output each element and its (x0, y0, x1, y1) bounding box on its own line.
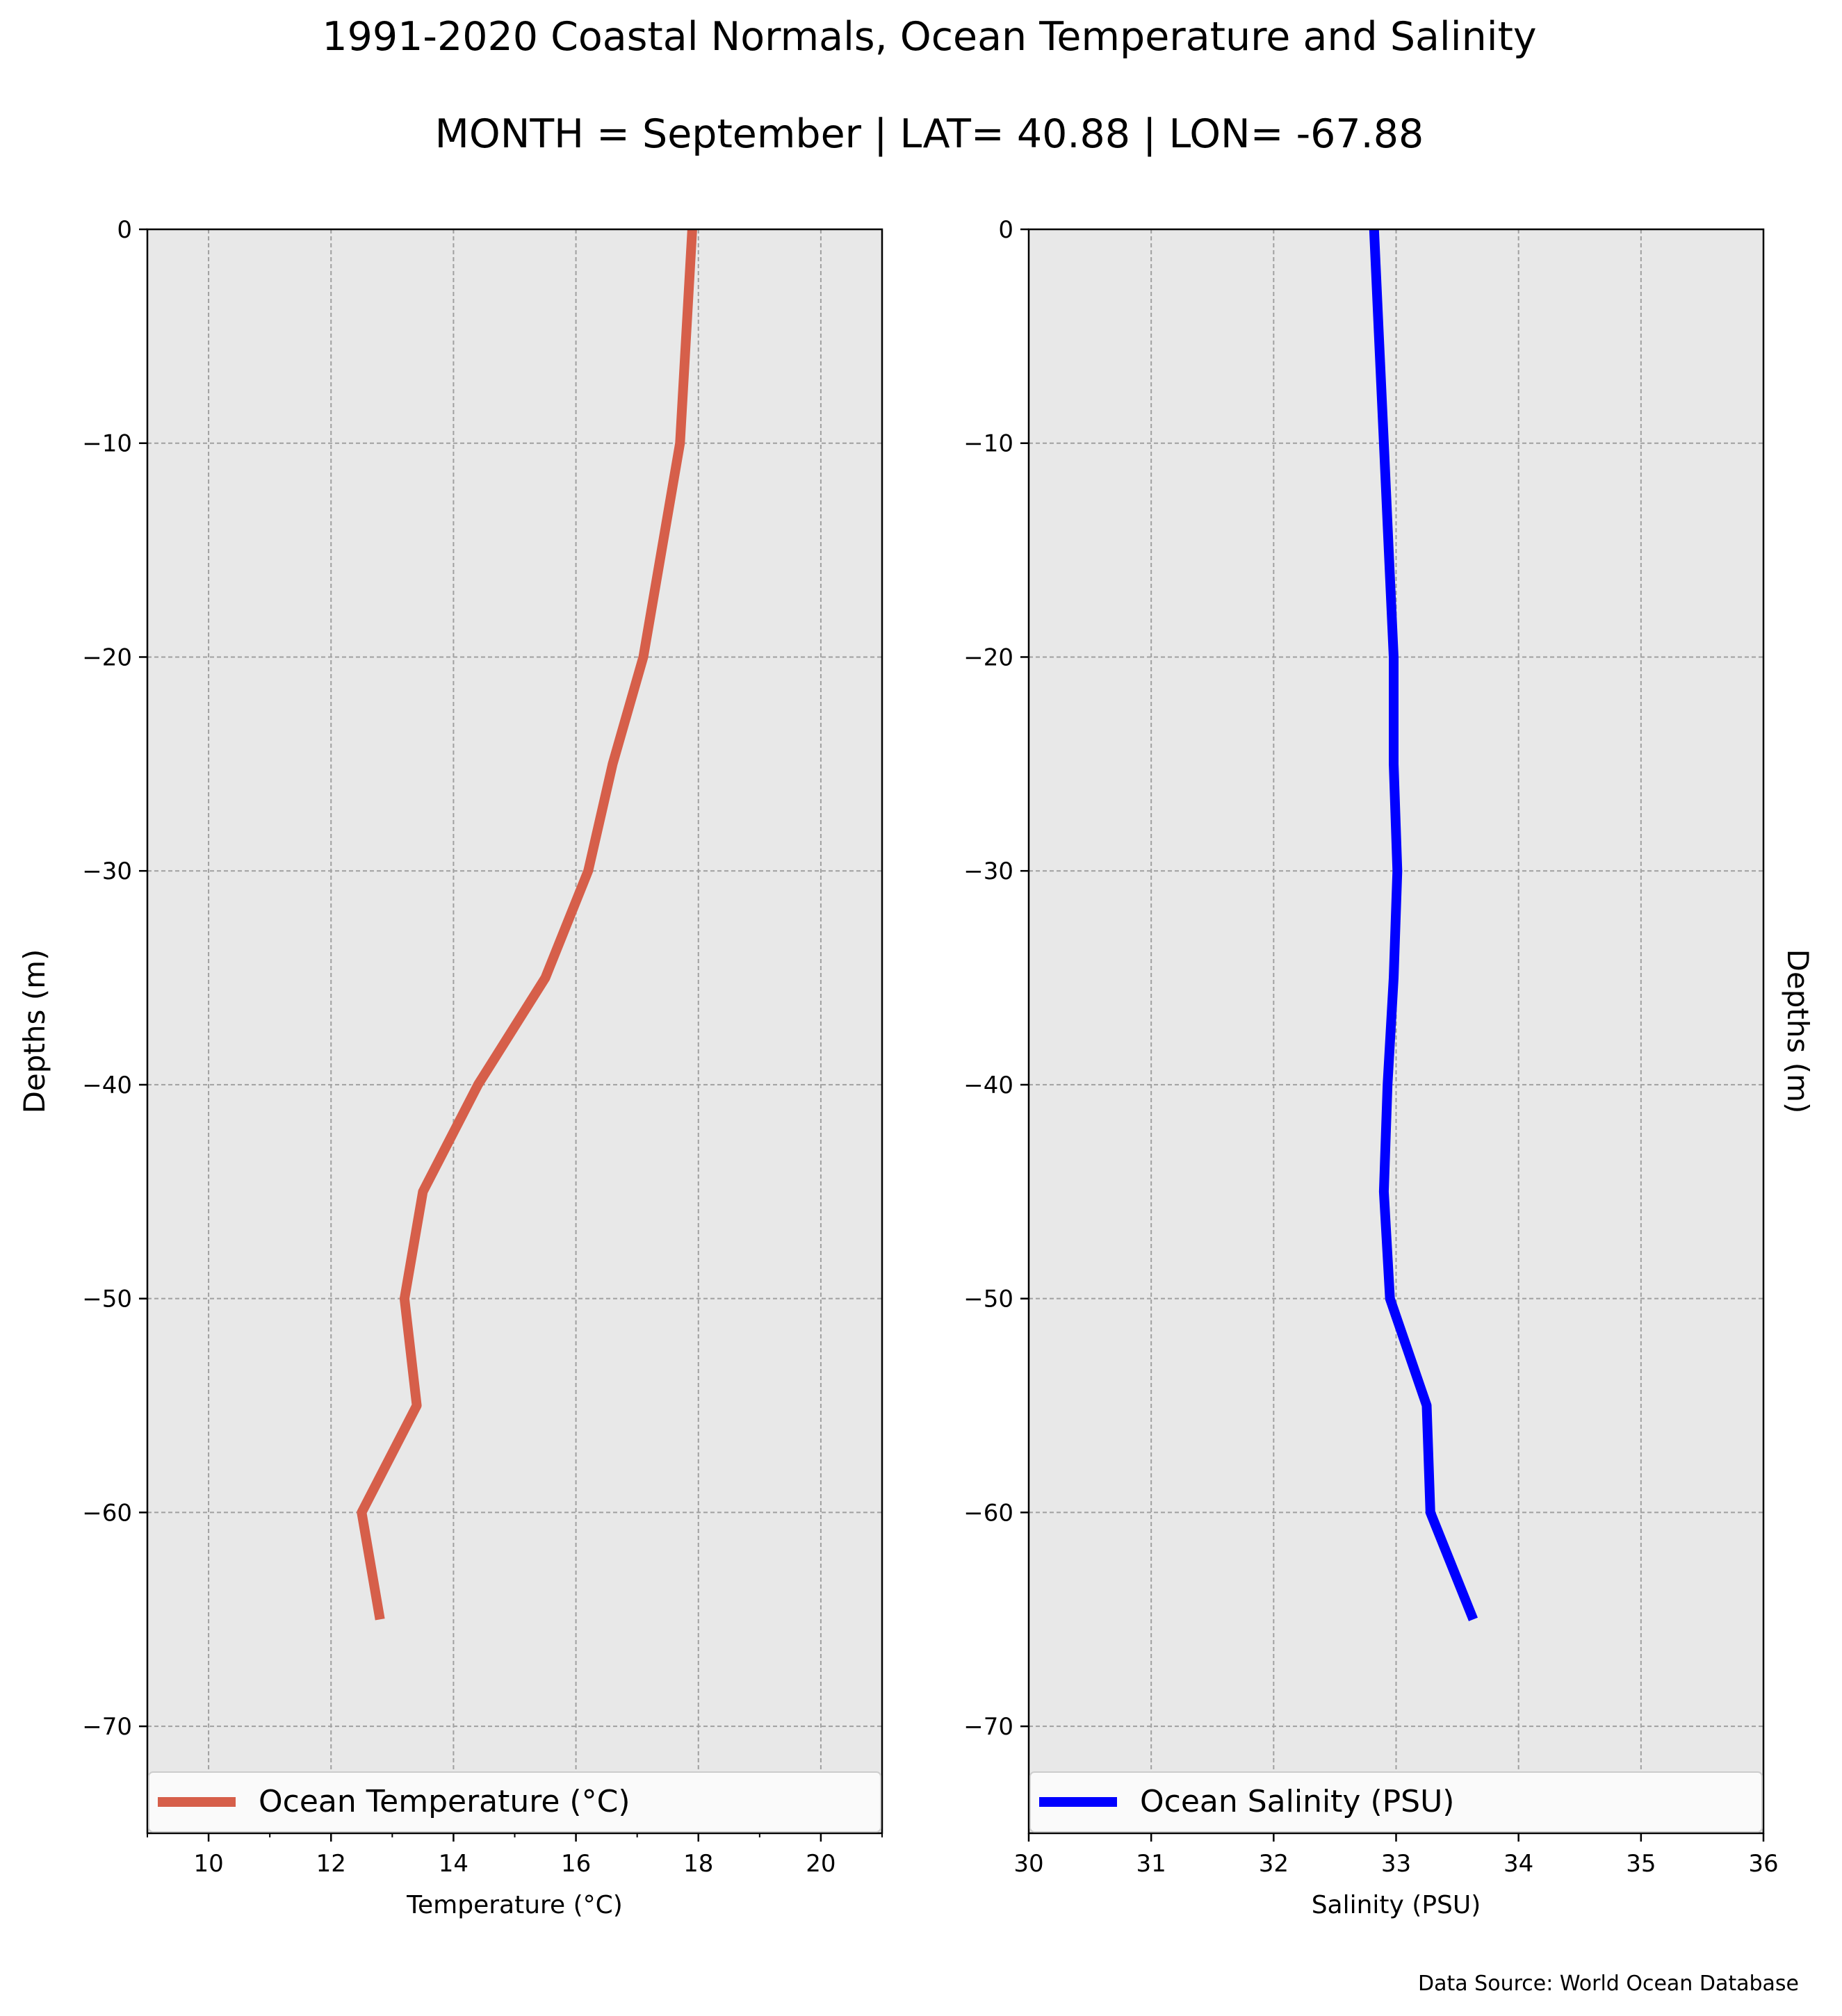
sal-ytick-label-0: 0 (998, 216, 1013, 244)
temp-xtick-label-0: 10 (193, 1850, 223, 1878)
temp-xtick-label-5: 20 (806, 1850, 836, 1878)
temp-ytick-label-4: −40 (82, 1072, 132, 1099)
temp-ytick-label-3: −30 (82, 858, 132, 885)
figure-subtitle: MONTH = September | LAT= 40.88 | LON= -6… (435, 111, 1424, 157)
temp-ytick-label-1: −10 (82, 430, 132, 458)
temp-ytick-label-7: −70 (82, 1713, 132, 1741)
temp-ytick-label-6: −60 (82, 1499, 132, 1527)
temp-y-axis-label: Depths (m) (17, 949, 51, 1114)
data-source-note: Data Source: World Ocean Database (1418, 1972, 1799, 1996)
sal-series-line-0 (1369, 229, 1478, 1621)
sal-ytick-label-7: −70 (963, 1713, 1013, 1741)
temperature-panel: 10 12 14 16 18 20 0 −10 −20 −30 −40 −50 −60 −70 Temper… (17, 216, 883, 1919)
sal-xtick-label-1: 31 (1136, 1850, 1166, 1878)
temp-xtick-label-1: 12 (316, 1850, 346, 1878)
temp-series-line-0 (357, 229, 697, 1621)
sal-legend-box (1029, 1771, 1763, 1833)
temp-ytick-label-2: −20 (82, 644, 132, 671)
sal-legend: Ocean Salinity (PSU) (1029, 1771, 1763, 1833)
temp-xtick-label-3: 16 (561, 1850, 591, 1878)
sal-xtick-label-4: 34 (1503, 1850, 1533, 1878)
sal-ytick-label-5: −50 (963, 1286, 1013, 1313)
sal-xtick-label-0: 30 (1013, 1850, 1043, 1878)
temp-legend-box (148, 1771, 881, 1833)
sal-ytick-label-3: −30 (963, 858, 1013, 885)
temp-ytick-label-0: 0 (117, 216, 132, 244)
temp-xtick-label-4: 18 (683, 1850, 713, 1878)
sal-ytick-label-2: −20 (963, 644, 1013, 671)
temp-x-axis-label: Temperature (°C) (406, 1891, 623, 1919)
figure-title: 1991-2020 Coastal Normals, Ocean Tempera… (322, 14, 1536, 60)
sal-xtick-label-5: 35 (1626, 1850, 1656, 1878)
temp-legend: Ocean Temperature (°C) (148, 1771, 881, 1833)
sal-xtick-label-2: 32 (1259, 1850, 1289, 1878)
sal-legend-label: Ocean Salinity (PSU) (1140, 1784, 1454, 1819)
temp-ytick-label-5: −50 (82, 1286, 132, 1313)
sal-ytick-label-4: −40 (963, 1072, 1013, 1099)
sal-xtick-label-6: 36 (1748, 1850, 1778, 1878)
right-depth-axis-label: Depths (m) (1781, 949, 1815, 1114)
temp-xtick-label-2: 14 (439, 1850, 468, 1878)
temp-legend-label: Ocean Temperature (°C) (259, 1784, 630, 1819)
sal-ytick-label-6: −60 (963, 1499, 1013, 1527)
sal-ytick-label-1: −10 (963, 430, 1013, 458)
sal-xtick-label-3: 33 (1381, 1850, 1411, 1878)
salinity-panel: 30 31 32 33 34 35 36 0 −10 −20 −30 −40 −50 −60 −70 Sali… (963, 216, 1778, 1919)
sal-x-axis-label: Salinity (PSU) (1312, 1891, 1481, 1919)
